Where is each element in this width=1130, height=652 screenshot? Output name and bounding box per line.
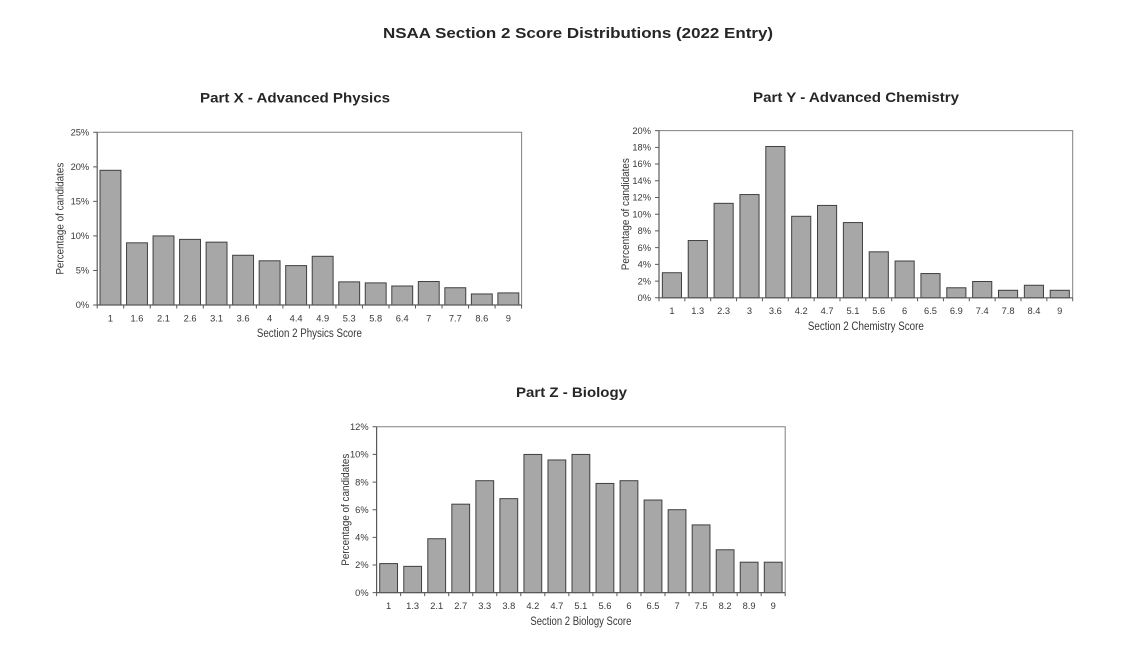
- svg-text:Percentage of candidates: Percentage of candidates: [340, 453, 352, 565]
- svg-text:6: 6: [902, 306, 907, 316]
- svg-text:3.1: 3.1: [210, 313, 223, 323]
- svg-text:7: 7: [426, 313, 431, 323]
- svg-text:1.3: 1.3: [406, 601, 419, 611]
- svg-text:8%: 8%: [638, 226, 651, 236]
- svg-text:Section 2 Physics Score: Section 2 Physics Score: [257, 328, 362, 340]
- svg-text:4%: 4%: [355, 533, 368, 543]
- svg-text:4: 4: [267, 313, 272, 323]
- svg-text:2%: 2%: [355, 560, 368, 570]
- svg-text:5.3: 5.3: [343, 313, 356, 323]
- svg-text:9: 9: [771, 601, 776, 611]
- svg-text:1: 1: [386, 601, 391, 611]
- svg-text:Section 2 Chemistry Score: Section 2 Chemistry Score: [808, 321, 924, 333]
- svg-text:10%: 10%: [350, 450, 369, 460]
- svg-text:2.1: 2.1: [430, 601, 443, 611]
- svg-text:16%: 16%: [632, 159, 651, 169]
- svg-text:5.1: 5.1: [846, 306, 859, 316]
- svg-text:6%: 6%: [638, 243, 651, 253]
- svg-text:5.8: 5.8: [369, 313, 382, 323]
- svg-text:18%: 18%: [632, 143, 651, 153]
- svg-text:7.7: 7.7: [449, 313, 462, 323]
- svg-text:5.6: 5.6: [598, 601, 611, 611]
- svg-text:15%: 15%: [71, 197, 90, 207]
- svg-text:8%: 8%: [355, 477, 368, 487]
- svg-text:14%: 14%: [632, 176, 651, 186]
- svg-text:6.9: 6.9: [950, 306, 963, 316]
- svg-text:4.2: 4.2: [795, 306, 808, 316]
- svg-text:4.4: 4.4: [290, 313, 303, 323]
- svg-text:4.2: 4.2: [526, 601, 539, 611]
- svg-text:6%: 6%: [355, 505, 368, 515]
- svg-text:1: 1: [669, 306, 674, 316]
- svg-text:6: 6: [626, 601, 631, 611]
- svg-text:5%: 5%: [76, 266, 89, 276]
- svg-text:1.6: 1.6: [131, 313, 144, 323]
- svg-text:Section 2 Biology Score: Section 2 Biology Score: [530, 616, 631, 628]
- svg-text:5.6: 5.6: [872, 306, 885, 316]
- svg-text:3.6: 3.6: [769, 306, 782, 316]
- svg-text:Part Z - Biology: Part Z - Biology: [516, 384, 627, 400]
- svg-text:2.6: 2.6: [184, 313, 197, 323]
- svg-text:2%: 2%: [638, 276, 651, 286]
- svg-text:25%: 25%: [71, 128, 90, 138]
- svg-text:4%: 4%: [638, 260, 651, 270]
- svg-text:2.7: 2.7: [454, 601, 467, 611]
- svg-text:Part X - Advanced Physics: Part X - Advanced Physics: [200, 90, 390, 106]
- svg-text:6.5: 6.5: [924, 306, 937, 316]
- svg-text:10%: 10%: [632, 209, 651, 219]
- svg-text:10%: 10%: [71, 231, 90, 241]
- svg-text:NSAA Section 2 Score Distribut: NSAA Section 2 Score Distributions (2022…: [383, 25, 773, 42]
- svg-text:6.4: 6.4: [396, 313, 409, 323]
- svg-text:6.5: 6.5: [647, 601, 660, 611]
- svg-text:2.1: 2.1: [157, 313, 170, 323]
- svg-text:3.8: 3.8: [502, 601, 515, 611]
- svg-text:2.3: 2.3: [717, 306, 730, 316]
- svg-text:7.8: 7.8: [1002, 306, 1015, 316]
- svg-text:20%: 20%: [632, 126, 651, 136]
- svg-text:20%: 20%: [71, 162, 90, 172]
- svg-text:8.4: 8.4: [1027, 306, 1040, 316]
- svg-text:9: 9: [1057, 306, 1062, 316]
- svg-text:3: 3: [747, 306, 752, 316]
- svg-text:12%: 12%: [350, 422, 369, 432]
- svg-text:8.9: 8.9: [743, 601, 756, 611]
- svg-text:Percentage of candidates: Percentage of candidates: [55, 162, 67, 274]
- svg-text:0%: 0%: [76, 300, 89, 310]
- svg-text:1: 1: [108, 313, 113, 323]
- svg-text:1.3: 1.3: [691, 306, 704, 316]
- svg-text:12%: 12%: [632, 193, 651, 203]
- svg-text:3.3: 3.3: [478, 601, 491, 611]
- svg-text:Percentage of candidates: Percentage of candidates: [620, 158, 632, 270]
- svg-text:4.9: 4.9: [316, 313, 329, 323]
- svg-text:Part Y - Advanced Chemistry: Part Y - Advanced Chemistry: [753, 89, 959, 105]
- svg-text:7.4: 7.4: [976, 306, 989, 316]
- svg-text:7: 7: [674, 601, 679, 611]
- svg-text:3.6: 3.6: [237, 313, 250, 323]
- svg-text:4.7: 4.7: [550, 601, 563, 611]
- svg-text:0%: 0%: [355, 588, 368, 598]
- svg-text:0%: 0%: [638, 293, 651, 303]
- svg-text:8.2: 8.2: [719, 601, 732, 611]
- svg-text:4.7: 4.7: [821, 306, 834, 316]
- svg-text:8.6: 8.6: [475, 313, 488, 323]
- svg-text:7.5: 7.5: [695, 601, 708, 611]
- svg-text:5.1: 5.1: [574, 601, 587, 611]
- svg-text:9: 9: [506, 313, 511, 323]
